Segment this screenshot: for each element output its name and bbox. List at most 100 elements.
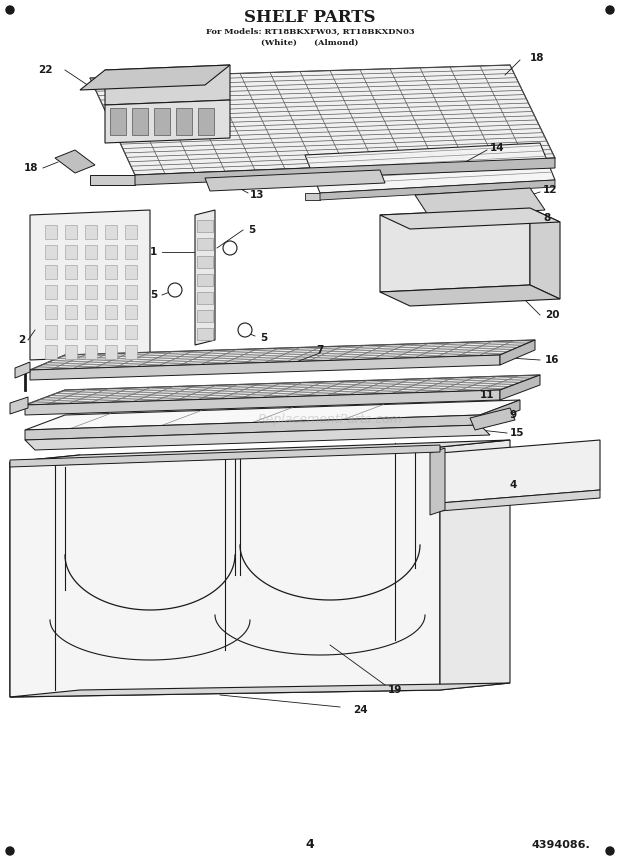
Polygon shape [55,150,95,173]
Polygon shape [90,65,555,175]
Polygon shape [125,345,137,359]
Text: 16: 16 [545,355,559,365]
Polygon shape [380,208,560,229]
Polygon shape [30,210,150,360]
Polygon shape [85,325,97,339]
Polygon shape [45,245,57,259]
Polygon shape [85,265,97,279]
Polygon shape [10,397,28,414]
Polygon shape [500,340,535,365]
Text: 18: 18 [24,163,38,173]
Polygon shape [10,455,80,697]
Polygon shape [125,265,137,279]
Polygon shape [380,208,530,292]
Polygon shape [85,285,97,299]
Polygon shape [415,188,545,218]
Polygon shape [500,375,540,400]
Text: 14: 14 [490,143,505,153]
Circle shape [606,847,614,855]
Text: 19: 19 [388,685,402,695]
Polygon shape [65,345,77,359]
Polygon shape [305,193,320,200]
Text: 22: 22 [38,65,52,75]
Polygon shape [45,225,57,239]
Polygon shape [195,210,215,345]
Polygon shape [105,325,117,339]
Text: 9: 9 [510,410,517,420]
Polygon shape [80,65,230,90]
Text: 5: 5 [248,225,255,235]
Polygon shape [480,400,520,425]
Polygon shape [125,285,137,299]
Circle shape [606,6,614,14]
Polygon shape [320,180,555,200]
Text: 13: 13 [250,190,265,200]
Text: (White)      (Almond): (White) (Almond) [261,39,359,47]
Polygon shape [45,305,57,319]
Polygon shape [65,285,77,299]
Polygon shape [154,108,170,135]
Polygon shape [65,305,77,319]
Polygon shape [125,325,137,339]
Polygon shape [85,245,97,259]
Polygon shape [65,225,77,239]
Polygon shape [440,440,510,690]
Polygon shape [85,305,97,319]
Polygon shape [85,345,97,359]
Text: 4: 4 [306,839,314,852]
Polygon shape [10,440,510,462]
Text: 20: 20 [545,310,559,320]
Polygon shape [197,220,213,232]
Polygon shape [198,108,214,135]
Polygon shape [197,292,213,304]
Text: 12: 12 [543,185,557,195]
Polygon shape [176,108,192,135]
Polygon shape [125,245,137,259]
Text: 8: 8 [543,213,551,223]
Circle shape [6,847,14,855]
Polygon shape [105,285,117,299]
Polygon shape [380,285,560,306]
Text: 4394086.: 4394086. [531,840,590,850]
Polygon shape [85,225,97,239]
Polygon shape [125,225,137,239]
Circle shape [238,323,252,337]
Polygon shape [65,325,77,339]
Polygon shape [25,390,500,415]
Polygon shape [65,265,77,279]
Polygon shape [45,325,57,339]
Polygon shape [530,208,560,299]
Polygon shape [10,445,440,467]
Text: 7: 7 [316,345,324,355]
Text: ReplacementParts.com: ReplacementParts.com [257,413,402,426]
Polygon shape [135,158,555,185]
Polygon shape [25,400,520,430]
Circle shape [6,6,14,14]
Polygon shape [10,683,510,697]
Circle shape [168,283,182,297]
Polygon shape [125,305,137,319]
Polygon shape [132,108,148,135]
Polygon shape [25,415,480,440]
Polygon shape [15,362,30,378]
Polygon shape [110,108,126,135]
Text: 24: 24 [353,705,367,715]
Polygon shape [470,408,515,430]
Polygon shape [45,285,57,299]
Text: 18: 18 [530,53,544,63]
Polygon shape [105,265,117,279]
Polygon shape [105,305,117,319]
Polygon shape [197,256,213,268]
Polygon shape [30,340,535,370]
Text: 5: 5 [260,333,267,343]
Polygon shape [105,225,117,239]
Polygon shape [65,245,77,259]
Polygon shape [205,170,385,191]
Polygon shape [105,65,230,105]
Polygon shape [197,238,213,250]
Polygon shape [45,345,57,359]
Polygon shape [440,490,600,511]
Text: 1: 1 [150,247,157,257]
Text: 5: 5 [150,290,157,300]
Text: 15: 15 [510,428,525,438]
